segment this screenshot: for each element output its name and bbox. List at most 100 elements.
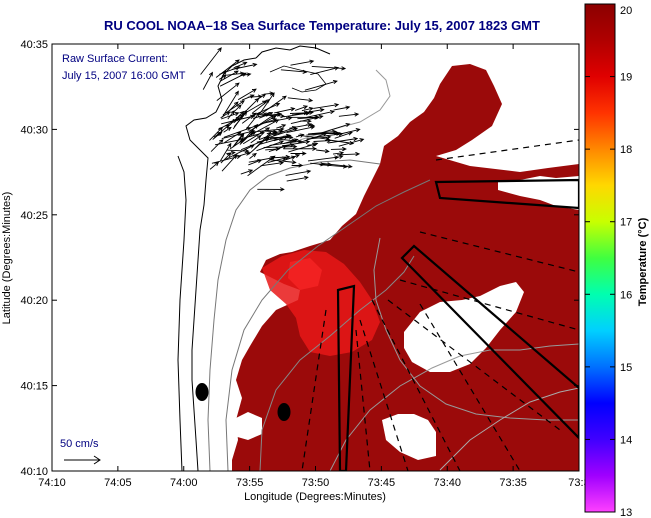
survey-box-narrow (336, 284, 356, 471)
current-vector-arrow (211, 154, 242, 164)
current-vector-arrow (259, 95, 287, 116)
current-vector-arrow (202, 71, 213, 90)
current-vector-arrow (274, 107, 296, 114)
x-tick-label: 73:35 (499, 477, 527, 489)
current-vector-arrow (304, 79, 338, 91)
x-tick-label: 73:40 (433, 477, 461, 489)
current-label-line1: Raw Surface Current: (62, 53, 168, 65)
current-vector-arrow (265, 146, 281, 152)
current-vector-arrow (257, 187, 285, 192)
y-tick-label: 40:10 (20, 466, 48, 478)
current-vector-arrow (220, 112, 240, 120)
current-vector-arrow (316, 148, 330, 154)
survey-box-diagonal (400, 244, 579, 440)
current-vector-arrow (227, 110, 235, 120)
current-vector-arrow (216, 82, 240, 101)
x-axis-ticks: 74:10 74:05 74:00 73:55 73:50 73:45 73:40 73:35… (38, 44, 590, 489)
y-tick-label: 40:25 (20, 210, 48, 222)
survey-boxes (336, 178, 579, 471)
current-vector-arrow (218, 74, 227, 80)
scale-label: 50 cm/s (60, 438, 99, 450)
x-tick-label: 74:05 (104, 477, 132, 489)
current-vector-arrow (271, 112, 282, 117)
colorbar-label: Temperature (°C) (637, 217, 649, 306)
current-vector-arrow (220, 69, 227, 79)
current-vector-arrow (334, 154, 344, 159)
current-vector-arrow (260, 116, 293, 125)
coastline (185, 57, 257, 471)
current-vector-arrow (269, 139, 303, 146)
sst-region-hot-spot (288, 258, 322, 290)
current-vector-arrow (273, 126, 297, 136)
current-vector-arrow (259, 112, 274, 119)
current-vector-arrow (308, 129, 337, 135)
current-vector-arrow (226, 71, 245, 76)
current-vector-arrow (290, 151, 307, 156)
current-vector-arrow (317, 162, 333, 167)
current-vector-arrow (280, 69, 308, 74)
current-vector-arrow (334, 131, 353, 139)
cloud-patch-south (382, 414, 436, 460)
current-vector-arrow (223, 126, 232, 133)
current-vector-arrow (213, 131, 222, 138)
current-vector-arrow (209, 126, 224, 141)
current-vector-arrow (295, 133, 305, 138)
current-vectors (200, 47, 365, 192)
current-vector-arrow (226, 148, 250, 154)
current-vector-arrow (263, 129, 278, 134)
current-vector-arrow (200, 47, 222, 75)
y-tick-label: 40:20 (20, 295, 48, 307)
cloud-patch-center (404, 282, 524, 372)
colorbar-tick-label: 14 (620, 434, 632, 446)
map-plot-area: 50 cm/s Raw Surface Current: July 15, 20… (51, 43, 580, 472)
x-tick-label: 73:45 (368, 477, 396, 489)
current-vector-arrow (231, 62, 258, 70)
current-vector-arrow (248, 135, 270, 155)
current-vector-arrow (224, 131, 242, 143)
current-vector-arrow (276, 124, 287, 129)
current-vector-arrow (288, 142, 319, 153)
current-vector-arrow (233, 61, 248, 69)
current-vector-arrow (256, 127, 285, 133)
y-tick-label: 40:30 (20, 124, 48, 136)
contour-lines (177, 45, 579, 471)
survey-box-northeast (434, 178, 579, 210)
current-vector-arrow (338, 138, 365, 147)
current-vector-arrow (333, 105, 351, 111)
current-vector-arrow (263, 144, 298, 149)
current-vector-arrow (301, 106, 314, 112)
current-vector-arrow (240, 169, 254, 175)
current-vector-arrow (226, 110, 245, 129)
current-vector-arrow (220, 142, 232, 162)
x-axis-label: Longitude (Degrees:Minutes) (244, 491, 386, 503)
current-vector-arrow (210, 138, 224, 152)
current-vector-arrow (291, 111, 311, 116)
colorbar: 20 19 18 17 16 15 14 13 Temperature (°C) (584, 3, 649, 518)
current-vector-arrow (237, 88, 257, 101)
x-tick-label: 73:3 (568, 477, 589, 489)
current-vector-arrow (258, 92, 275, 116)
current-vector-arrow (214, 137, 245, 146)
sst-region-offshore (232, 64, 579, 471)
colorbar-tick-label: 13 (620, 507, 632, 518)
colorbar-tick-label: 15 (620, 362, 632, 374)
current-vector-arrow (260, 134, 292, 145)
current-vector-arrow (313, 103, 340, 109)
x-tick-label: 73:50 (302, 477, 330, 489)
current-vector-arrow (299, 132, 328, 144)
current-vector-arrow (250, 134, 262, 144)
current-label-line2: July 15, 2007 16:00 GMT (62, 70, 186, 82)
current-vector-arrow (282, 140, 311, 147)
current-vector-arrow (294, 105, 309, 111)
current-vector-arrow (321, 162, 353, 169)
colorbar-tick-label: 18 (620, 144, 632, 156)
current-vector-arrow (337, 151, 361, 157)
y-tick-label: 40:15 (20, 381, 48, 393)
current-vector-arrow (306, 109, 335, 118)
colorbar-scale (584, 3, 616, 513)
x-tick-label: 73:55 (236, 477, 264, 489)
radar-range-lines (301, 139, 579, 471)
x-tick-label: 74:00 (170, 477, 198, 489)
current-vector-arrow (260, 160, 285, 167)
